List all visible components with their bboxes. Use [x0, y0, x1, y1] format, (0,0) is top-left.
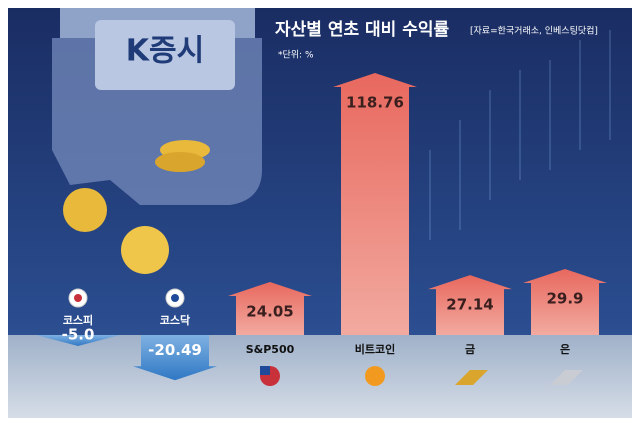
jar-label: K증시 [126, 34, 204, 69]
category-label: 코스피 [63, 313, 93, 327]
up-arrow [228, 281, 312, 335]
category-label: 금 [465, 343, 475, 356]
source: [자료=한국거래소, 인베스팅닷컴] [470, 25, 598, 37]
value-label: -5.0 [62, 326, 95, 344]
value-label: 27.14 [446, 296, 493, 314]
floor [8, 335, 632, 418]
up-arrow [333, 73, 417, 335]
chart-title: 자산별 연초 대비 수익률 [275, 20, 450, 40]
category-label: 코스닥 [160, 313, 190, 327]
jar [52, 8, 262, 274]
value-label: -20.49 [148, 341, 202, 359]
down-arrow [36, 335, 120, 347]
value-label: 24.05 [246, 302, 293, 320]
candles-decoration [429, 30, 611, 240]
category-label: 은 [560, 343, 570, 356]
up-arrow [428, 275, 512, 335]
value-label: 29.9 [546, 290, 583, 308]
unit-note: *단위: % [278, 50, 314, 61]
category-label: 비트코인 [355, 342, 395, 356]
category-label: S&P500 [246, 343, 295, 356]
icons [68, 288, 583, 386]
value-label: 118.76 [346, 94, 404, 112]
up-arrow [523, 269, 607, 335]
down-arrow [133, 335, 217, 381]
